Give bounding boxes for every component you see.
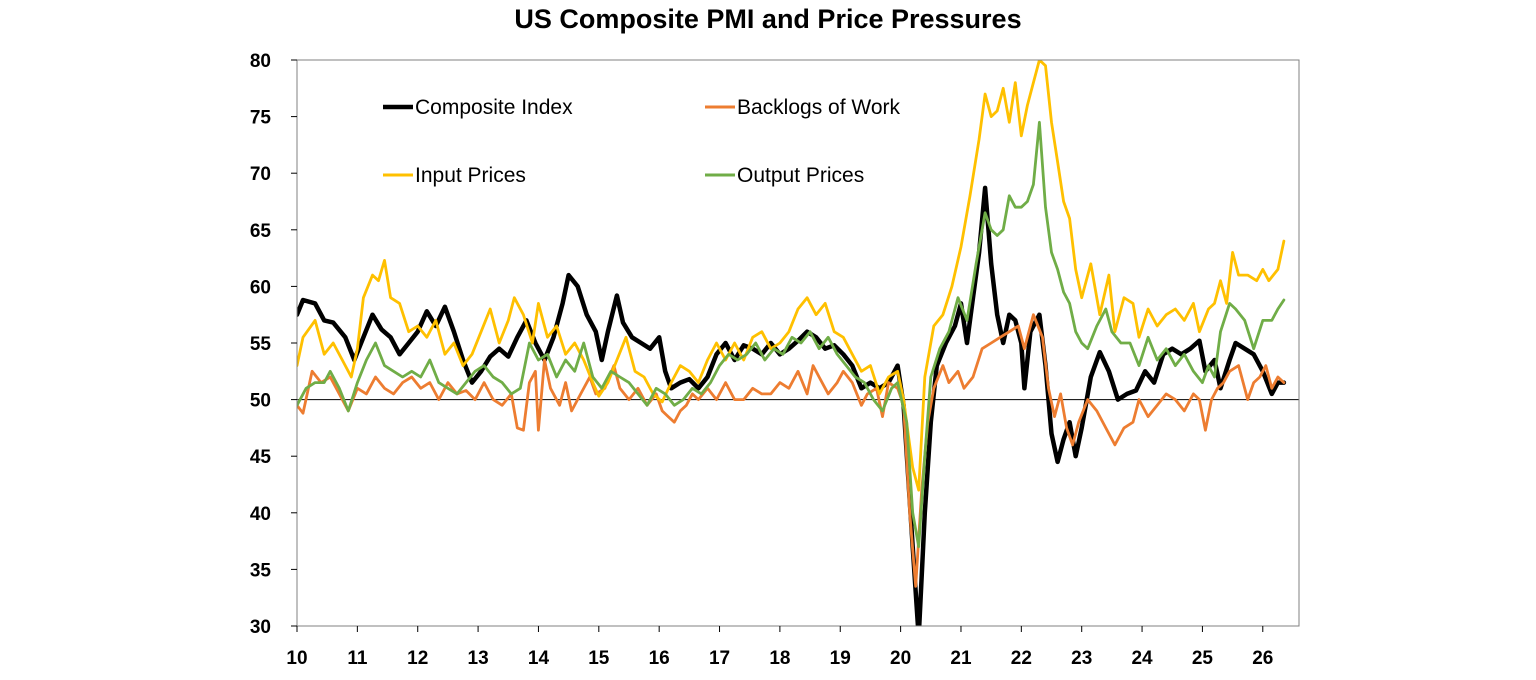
legend-label: Input Prices <box>415 164 526 187</box>
series-line-output-prices <box>297 120 1286 549</box>
y-tick-label: 80 <box>250 51 271 72</box>
y-tick-label: 70 <box>250 164 271 185</box>
x-tick-label: 15 <box>588 648 610 669</box>
x-tick-label: 17 <box>709 648 730 669</box>
chart-title: US Composite PMI and Price Pressures <box>514 4 1022 34</box>
legend-item-output-prices: Output Prices <box>705 164 864 187</box>
legend-item-composite-index: Composite Index <box>383 96 573 119</box>
x-tick-label: 12 <box>407 648 428 669</box>
y-tick-label: 55 <box>250 334 272 355</box>
x-tick-label: 25 <box>1192 648 1214 669</box>
x-tick-label: 14 <box>528 648 550 669</box>
legend-item-input-prices: Input Prices <box>383 164 526 187</box>
x-tick-label: 22 <box>1011 648 1032 669</box>
x-tick-label: 19 <box>830 648 851 669</box>
y-tick-label: 65 <box>250 221 272 242</box>
y-tick-label: 30 <box>250 617 271 638</box>
x-tick-label: 24 <box>1131 648 1153 669</box>
x-tick-label: 21 <box>950 648 972 669</box>
y-tick-label: 40 <box>250 504 271 525</box>
y-tick-label: 75 <box>250 108 272 129</box>
series-line-composite-index <box>297 185 1287 626</box>
x-tick-label: 16 <box>649 648 670 669</box>
x-tick-label: 13 <box>468 648 489 669</box>
y-tick-label: 45 <box>250 447 272 468</box>
x-tick-label: 23 <box>1071 648 1092 669</box>
x-tick-label: 20 <box>890 648 911 669</box>
x-tick-label: 10 <box>286 648 307 669</box>
x-tick-label: 26 <box>1252 648 1273 669</box>
y-tick-label: 35 <box>250 560 272 581</box>
legend-label: Output Prices <box>737 164 864 187</box>
legend-label: Composite Index <box>415 96 573 119</box>
series-line-backlogs-of-work <box>297 313 1286 588</box>
x-tick-label: 18 <box>769 648 790 669</box>
y-tick-label: 60 <box>250 277 271 298</box>
legend-item-backlogs-of-work: Backlogs of Work <box>705 96 901 119</box>
series-line-input-prices <box>297 60 1286 492</box>
x-tick-label: 11 <box>347 648 368 669</box>
legend-label: Backlogs of Work <box>737 96 901 119</box>
y-tick-label: 50 <box>250 391 271 412</box>
